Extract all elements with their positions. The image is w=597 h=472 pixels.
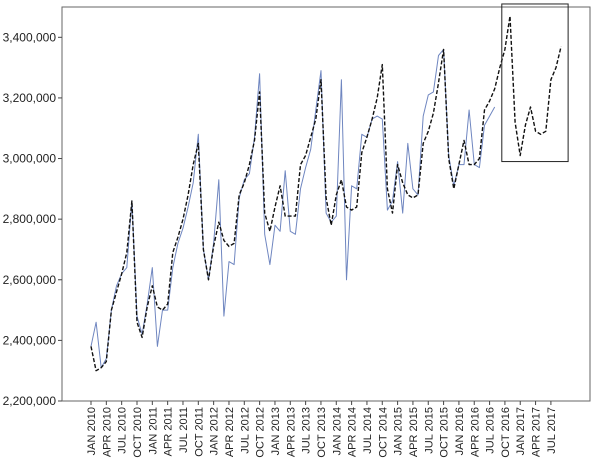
x-tick-label: JAN 2010 xyxy=(86,407,98,455)
x-tick-label: OCT 2011 xyxy=(193,407,205,457)
plot-frame xyxy=(61,6,591,402)
x-tick-label: OCT 2013 xyxy=(316,407,328,458)
x-tick-label: JUL 2017 xyxy=(546,407,558,454)
x-tick-label: APR 2012 xyxy=(224,407,236,457)
x-tick-label: APR 2013 xyxy=(285,407,297,457)
y-tick-label: 2,400,000 xyxy=(3,333,57,347)
x-tick-label: JAN 2012 xyxy=(209,407,221,455)
x-tick-label: OCT 2010 xyxy=(132,407,144,458)
x-tick-label: JUL 2010 xyxy=(117,407,129,454)
x-tick-label: JUL 2012 xyxy=(239,407,251,454)
y-axis-ticks: 2,200,000 2,400,000 2,600,000 2,800,000 3,00… xyxy=(3,30,62,408)
x-tick-label: JAN 2013 xyxy=(270,407,282,455)
x-tick-label: APR 2016 xyxy=(469,407,481,457)
actual-series-line xyxy=(90,48,496,369)
y-tick-label: 2,800,000 xyxy=(3,212,57,226)
x-tick-label: OCT 2012 xyxy=(255,407,267,458)
chart-series xyxy=(90,15,562,372)
y-tick-label: 3,400,000 xyxy=(3,30,57,44)
x-tick-label: OCT 2014 xyxy=(377,407,389,458)
x-axis-ticks: JAN 2010 APR 2010 JUL 2010 OCT 2010 JAN 2011… xyxy=(86,401,558,458)
x-tick-label: OCT 2016 xyxy=(500,407,512,458)
x-tick-label: JUL 2013 xyxy=(301,407,313,454)
y-tick-label: 3,000,000 xyxy=(3,152,57,166)
x-tick-label: JAN 2015 xyxy=(393,407,405,455)
x-tick-label: JUL 2011 xyxy=(178,407,190,453)
forecast-highlight-box xyxy=(501,3,569,163)
x-tick-label: APR 2011 xyxy=(163,407,175,456)
x-tick-label: JAN 2011 xyxy=(147,407,159,455)
y-tick-label: 2,600,000 xyxy=(3,273,57,287)
x-tick-label: JUL 2014 xyxy=(362,407,374,454)
fitted-series-line xyxy=(90,15,562,372)
x-tick-label: JAN 2016 xyxy=(454,407,466,455)
x-tick-label: APR 2017 xyxy=(531,407,543,457)
y-tick-label: 2,200,000 xyxy=(3,394,57,408)
x-tick-label: JAN 2014 xyxy=(331,407,343,455)
x-tick-label: APR 2015 xyxy=(408,407,420,457)
x-tick-label: JUL 2016 xyxy=(485,407,497,454)
x-tick-label: APR 2010 xyxy=(101,407,113,457)
x-tick-label: OCT 2015 xyxy=(439,407,451,458)
y-tick-label: 3,200,000 xyxy=(3,91,57,105)
x-tick-label: JAN 2017 xyxy=(515,407,527,455)
x-tick-label: JUL 2015 xyxy=(423,407,435,454)
chart-axes xyxy=(61,6,591,402)
highlight-box xyxy=(501,3,569,163)
x-tick-label: APR 2014 xyxy=(347,407,359,457)
